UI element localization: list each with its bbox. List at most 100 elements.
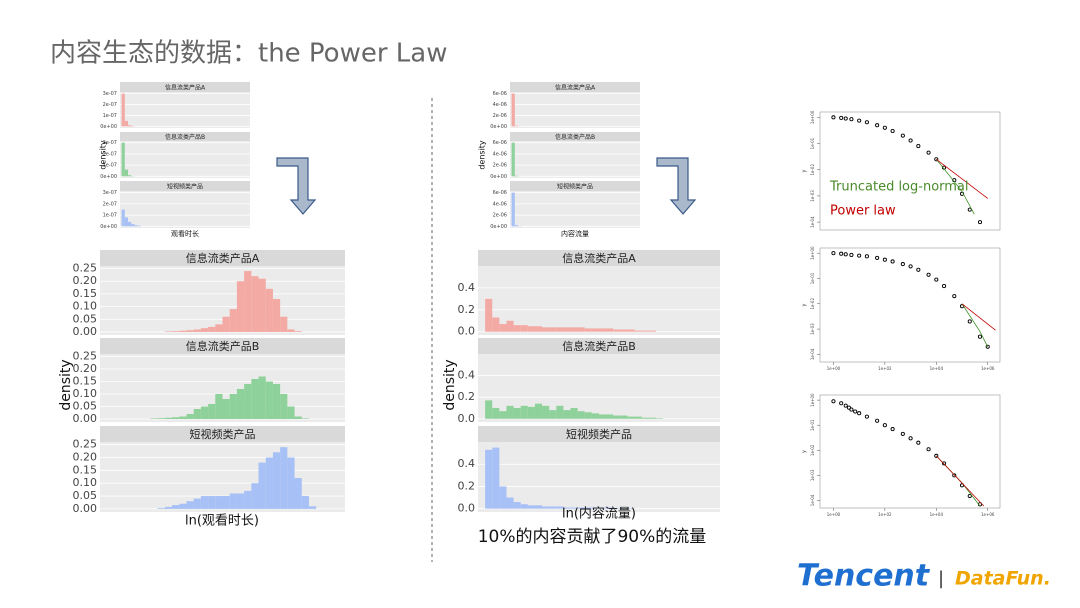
y-tick-label: 0.05 xyxy=(73,312,98,325)
y-tick-label: 0.00 xyxy=(73,502,98,515)
point xyxy=(908,264,913,269)
x-axis-label: 内容流量 xyxy=(561,229,589,238)
bar xyxy=(215,496,223,509)
bar xyxy=(236,281,245,332)
y-axis-label: y xyxy=(802,169,808,172)
bar xyxy=(229,493,237,509)
y-tick-label: 3e-07 xyxy=(103,91,117,97)
bar xyxy=(229,394,237,419)
y-tick-label: 0.15 xyxy=(73,287,98,300)
x-tick-label: 1e+02 xyxy=(878,512,892,517)
bar xyxy=(172,331,180,332)
point xyxy=(967,319,972,324)
bar xyxy=(599,507,607,509)
panel xyxy=(478,266,720,335)
bar xyxy=(620,508,628,509)
bar xyxy=(215,324,223,332)
point xyxy=(831,251,836,256)
point xyxy=(846,405,851,410)
point xyxy=(875,418,880,423)
point xyxy=(926,150,931,155)
bar xyxy=(613,329,621,332)
y-tick-label: 2e-06 xyxy=(493,113,507,119)
bar xyxy=(634,416,642,419)
bar xyxy=(655,418,664,419)
bar xyxy=(179,416,187,419)
x-tick-label: 1e+00 xyxy=(827,512,841,517)
bar xyxy=(648,330,656,332)
bar xyxy=(222,399,230,419)
bar xyxy=(634,330,642,332)
panel xyxy=(120,191,250,228)
bar xyxy=(514,225,519,227)
bar xyxy=(258,462,266,509)
bar xyxy=(251,483,259,509)
y-tick-label: 0e+00 xyxy=(100,124,117,130)
bar xyxy=(563,327,571,332)
y-tick-label: 0.20 xyxy=(73,362,98,375)
logo-datafun: DataFun. xyxy=(955,568,1051,590)
bar xyxy=(308,506,317,509)
x-tick-label: 1e+06 xyxy=(981,512,995,517)
bar xyxy=(513,407,521,419)
y-axis-label: density xyxy=(478,140,487,170)
bar xyxy=(570,507,578,509)
y-tick-label: 2e-06 xyxy=(493,163,507,169)
point xyxy=(926,447,931,452)
y-tick-label: 1e-03 xyxy=(810,323,815,335)
bar xyxy=(236,493,245,509)
bar xyxy=(506,497,514,509)
y-tick-label: 0.0 xyxy=(458,325,476,338)
bar xyxy=(627,416,635,419)
bar xyxy=(258,278,266,332)
bar xyxy=(179,503,187,509)
facet-strip xyxy=(100,426,345,442)
y-tick-label: 2e-07 xyxy=(103,151,117,157)
point xyxy=(890,259,895,264)
bar xyxy=(215,394,223,419)
bar xyxy=(131,224,135,227)
point xyxy=(857,118,862,123)
bar xyxy=(584,412,592,419)
bar xyxy=(164,331,173,332)
point xyxy=(843,252,848,257)
bar xyxy=(208,404,216,419)
fit-line xyxy=(961,303,989,347)
bar xyxy=(265,288,273,332)
bar xyxy=(527,406,535,419)
y-tick-label: 0e+00 xyxy=(490,124,507,130)
y-tick-label: 0.15 xyxy=(73,463,98,476)
x-axis-label: ln(观看时长) xyxy=(185,513,259,529)
y-tick-label: 0e+00 xyxy=(100,174,117,180)
x-tick-label: 1e+02 xyxy=(878,366,892,371)
point xyxy=(843,403,848,408)
bar xyxy=(258,376,266,419)
bar xyxy=(272,384,281,419)
bar xyxy=(193,498,201,509)
x-tick-label: 1e+04 xyxy=(930,366,944,371)
y-tick-label: 0.10 xyxy=(73,387,98,400)
facet-strip xyxy=(478,426,720,442)
y-tick-label: 0.05 xyxy=(73,489,98,502)
bar xyxy=(172,417,180,419)
y-tick-label: 3e-07 xyxy=(103,140,117,146)
bar xyxy=(534,403,543,419)
fit-line xyxy=(936,158,988,199)
bar xyxy=(137,225,141,227)
bar xyxy=(534,505,543,509)
bar xyxy=(280,447,288,509)
y-tick-label: 0.4 xyxy=(458,369,476,382)
point xyxy=(985,344,990,349)
point xyxy=(900,431,905,436)
point xyxy=(967,207,972,212)
facet-strip xyxy=(120,82,250,92)
y-tick-label: 1e-03 xyxy=(810,469,815,481)
bar xyxy=(542,405,550,419)
bar xyxy=(591,507,599,509)
y-tick-label: 0e+00 xyxy=(100,224,117,230)
facet-strip xyxy=(100,338,345,354)
bar xyxy=(513,502,521,509)
y-tick-label: 2e-07 xyxy=(103,102,117,108)
y-tick-label: 0.20 xyxy=(73,450,98,463)
y-tick-label: 0.05 xyxy=(73,400,98,413)
